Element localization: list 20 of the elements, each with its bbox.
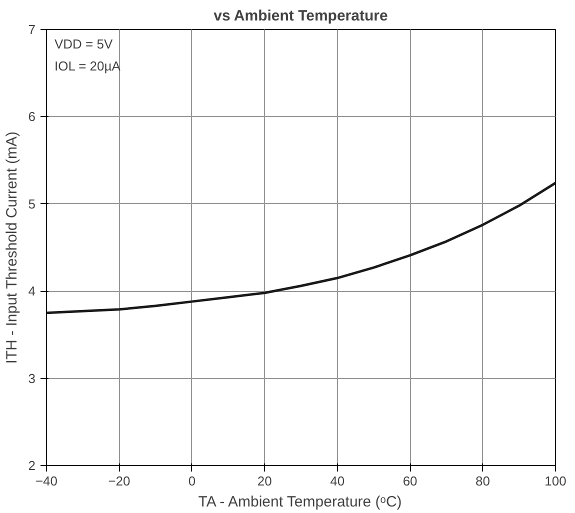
y-tick-label: 7 [28, 22, 36, 37]
line-series [46, 182, 556, 314]
x-tick-label: −40 [35, 474, 58, 488]
y-tick-label: 4 [28, 284, 36, 299]
x-tick-label: 40 [330, 474, 345, 488]
chart-title: vs Ambient Temperature [214, 8, 388, 24]
y-tick-label: 2 [28, 458, 36, 473]
y-tick-label: 5 [28, 196, 36, 212]
annotation: VDD = 5V [54, 36, 113, 52]
x-tick-label: 100 [544, 474, 566, 488]
annotation: IOL = 20µA [54, 58, 121, 74]
x-tick-label: 60 [402, 474, 418, 488]
x-tick-label: 20 [257, 474, 272, 488]
x-tick-label: 0 [188, 474, 196, 488]
y-tick-label: 6 [28, 109, 36, 124]
x-axis-title: TA - Ambient Temperature (ᵒC) [198, 494, 402, 510]
y-axis-title: ITH - Input Threshold Current (mA) [3, 131, 20, 364]
x-tick-label: 80 [476, 474, 490, 488]
y-tick-label: 3 [28, 370, 36, 386]
x-tick-label: −20 [108, 474, 130, 488]
